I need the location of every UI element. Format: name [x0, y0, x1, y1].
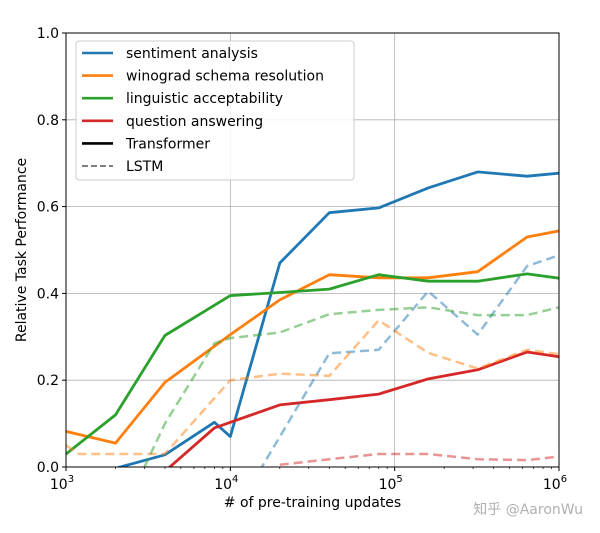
y-axis-label: Relative Task Performance	[14, 158, 30, 342]
series-line-question-answering-transformer	[167, 350, 559, 467]
x-tick-exponent: 6	[561, 474, 567, 485]
x-tick-label: 103	[50, 474, 74, 493]
x-tick-base: 10	[214, 477, 232, 493]
series-layer	[66, 170, 559, 467]
x-tick-exponent: 4	[232, 474, 238, 485]
x-tick-base: 10	[379, 477, 397, 493]
legend-label: Transformer	[125, 136, 210, 152]
legend-box	[75, 40, 355, 181]
x-tick-base: 10	[543, 477, 561, 493]
series-line-winograd-schema-resolution-transformer	[66, 229, 559, 445]
legend-label: winograd schema resolution	[126, 69, 324, 85]
plot-frame	[65, 32, 560, 468]
y-tick-label: 0.8	[37, 113, 59, 129]
series-line-winograd-schema-resolution-lstm	[66, 319, 559, 456]
x-axis-label: # of pre-training updates	[224, 495, 401, 511]
y-tick-label: 1.0	[37, 26, 59, 42]
y-tick-label: 0.6	[37, 200, 59, 216]
legend-label: linguistic acceptability	[126, 91, 283, 107]
x-tick-base: 10	[50, 477, 68, 493]
legend-label: question answering	[126, 114, 263, 130]
legend-label: sentiment analysis	[126, 46, 258, 62]
x-tick-label: 105	[379, 474, 403, 493]
series-line-question-answering-lstm	[279, 452, 559, 467]
x-tick-label: 106	[543, 474, 567, 493]
x-tick-exponent: 5	[396, 474, 402, 485]
series-line-linguistic-acceptability-transformer	[66, 272, 559, 456]
y-tick-label: 0.2	[37, 373, 59, 389]
series-line-sentiment-analysis-transformer	[114, 170, 559, 467]
series-line-linguistic-acceptability-lstm	[143, 306, 559, 467]
x-tick-exponent: 3	[68, 474, 74, 485]
legend-label: LSTM	[126, 159, 163, 175]
x-tick-label: 104	[214, 474, 238, 493]
watermark-text: 知乎 @AaronWu	[473, 501, 583, 518]
y-tick-label: 0.4	[37, 286, 59, 302]
y-tick-label: 0.0	[37, 460, 59, 476]
series-line-sentiment-analysis-lstm	[260, 254, 559, 467]
legend: sentiment analysis winograd schema resolu…	[75, 40, 355, 181]
